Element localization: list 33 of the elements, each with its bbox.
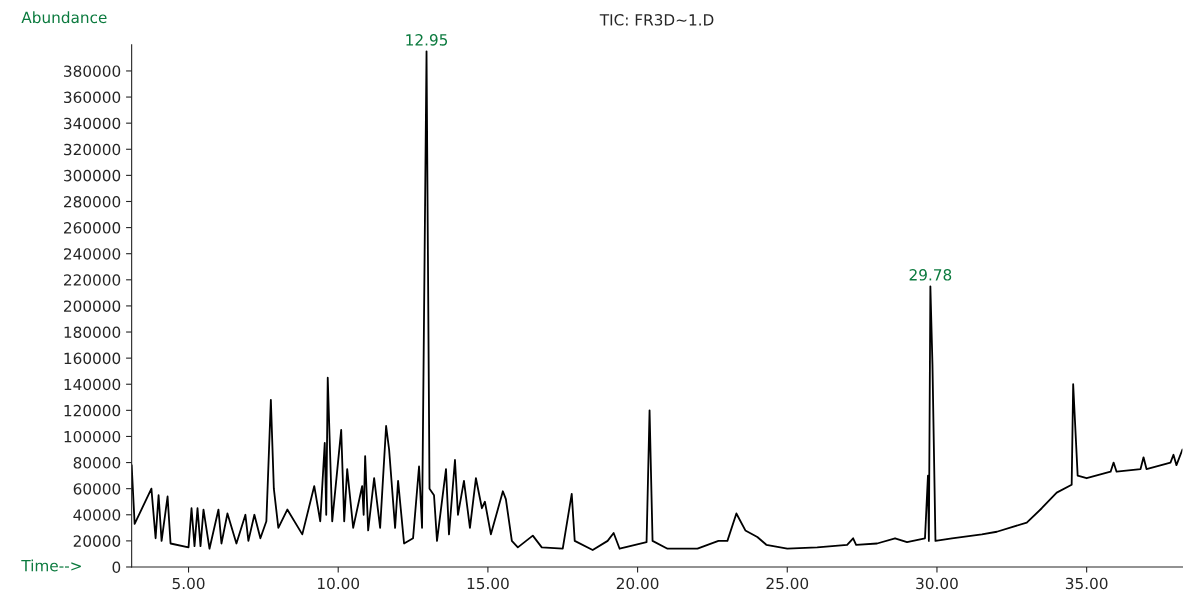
y-tick-label: 260000	[64, 222, 121, 234]
y-tick-label: 320000	[64, 143, 121, 156]
x-axis-title: Time-->	[21, 559, 81, 572]
y-tick-label: 120000	[64, 404, 121, 417]
y-tick-label: 380000	[64, 65, 121, 77]
y-tick-label: 360000	[64, 91, 121, 104]
y-tick-label: 180000	[64, 326, 121, 339]
y-tick-label: 0	[112, 561, 121, 574]
y-tick-label: 220000	[64, 274, 121, 286]
y-tick-label: 280000	[64, 195, 121, 208]
y-tick-label: 60000	[73, 483, 121, 495]
y-axis-title: Abundance	[21, 11, 107, 24]
x-tick-label: 20.00	[616, 577, 659, 590]
y-tick-label: 80000	[73, 457, 121, 469]
line-series	[131, 50, 1183, 551]
y-tick-label: 200000	[64, 300, 121, 312]
y-tick-label: 160000	[64, 352, 121, 365]
x-tick-label: 15.00	[467, 577, 509, 590]
y-tick-label: 40000	[73, 509, 121, 521]
annotation: 29.78	[909, 269, 952, 281]
x-tick-label: 30.00	[916, 577, 958, 590]
y-tick-label: 340000	[64, 117, 121, 130]
x-tick-label: 5.00	[172, 577, 205, 590]
chart-title: TIC: FR3D~1.D	[599, 14, 714, 26]
x-tick-label: 25.00	[766, 577, 809, 590]
annotation: 12.95	[406, 34, 448, 46]
y-tick-label: 240000	[64, 248, 121, 260]
y-tick-label: 20000	[73, 535, 121, 547]
x-tick-label: 35.00	[1065, 577, 1108, 590]
y-tick-label: 100000	[64, 430, 121, 443]
y-tick-label: 300000	[64, 169, 121, 182]
y-tick-label: 140000	[64, 378, 121, 391]
x-tick-label: 10.00	[318, 577, 360, 590]
